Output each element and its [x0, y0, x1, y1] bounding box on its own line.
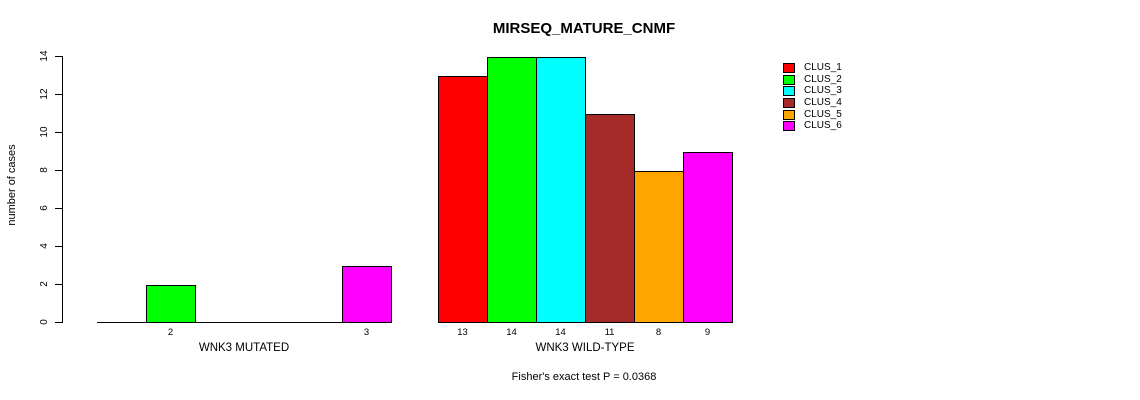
legend-swatch: [783, 86, 795, 97]
bar-value-label: 11: [604, 327, 615, 338]
legend-item: CLUS_4: [783, 97, 842, 109]
bar-clus_2: [487, 57, 537, 323]
legend-swatch: [783, 121, 795, 132]
bar-value-label: 3: [363, 327, 370, 338]
legend-label: CLUS_5: [804, 108, 842, 120]
y-tick-mark: [55, 208, 62, 209]
legend-label: CLUS_4: [804, 96, 842, 108]
legend-item: CLUS_3: [783, 85, 842, 97]
legend-item: CLUS_6: [783, 120, 842, 132]
bar-clus_3: [536, 57, 586, 323]
bar-value-label: 14: [506, 327, 517, 338]
y-tick-label: 8: [39, 167, 50, 173]
y-tick-mark: [55, 132, 62, 133]
y-tick-label: 10: [39, 126, 50, 138]
bar-clus_6: [342, 266, 392, 323]
bar-clus_4: [585, 114, 635, 323]
group-label: WNK3 WILD-TYPE: [535, 342, 635, 354]
y-tick-label: 2: [39, 281, 50, 287]
legend-swatch: [783, 97, 795, 108]
legend-swatch: [783, 62, 795, 73]
legend-label: CLUS_3: [804, 85, 842, 97]
legend: CLUS_1 CLUS_2 CLUS_3 CLUS_4 CLUS_5 CLUS_6: [783, 62, 842, 132]
legend-label: CLUS_1: [804, 61, 842, 73]
bar-value-label: 13: [457, 327, 468, 338]
y-axis-line: [62, 56, 63, 323]
y-tick-label: 4: [39, 243, 50, 249]
y-tick-mark: [55, 170, 62, 171]
legend-item: CLUS_5: [783, 109, 842, 121]
bar-value-label: 2: [167, 327, 174, 338]
bar-clus_6: [683, 152, 733, 323]
group-baseline: [97, 322, 391, 323]
chart-title: MIRSEQ_MATURE_CNMF: [492, 20, 676, 37]
bar-clus_5: [634, 171, 684, 323]
legend-label: CLUS_6: [804, 120, 842, 132]
bar-value-label: 14: [555, 327, 566, 338]
y-tick-mark: [55, 56, 62, 57]
y-tick-mark: [55, 94, 62, 95]
legend-label: CLUS_2: [804, 73, 842, 85]
group-label: WNK3 MUTATED: [198, 342, 290, 354]
legend-swatch: [783, 109, 795, 120]
y-tick-mark: [55, 322, 62, 323]
y-tick-label: 12: [39, 88, 50, 100]
y-tick-mark: [55, 246, 62, 247]
y-tick-label: 0: [39, 319, 50, 325]
bar-value-label: 9: [704, 327, 711, 338]
y-tick-label: 6: [39, 205, 50, 211]
bar-clus_2: [146, 285, 196, 323]
fisher-test-annotation: Fisher's exact test P = 0.0368: [511, 371, 657, 383]
y-tick-mark: [55, 284, 62, 285]
legend-item: CLUS_2: [783, 74, 842, 86]
legend-swatch: [783, 74, 795, 85]
bar-value-label: 8: [655, 327, 662, 338]
legend-item: CLUS_1: [783, 62, 842, 74]
bar-clus_1: [438, 76, 488, 323]
y-tick-label: 14: [39, 50, 50, 62]
